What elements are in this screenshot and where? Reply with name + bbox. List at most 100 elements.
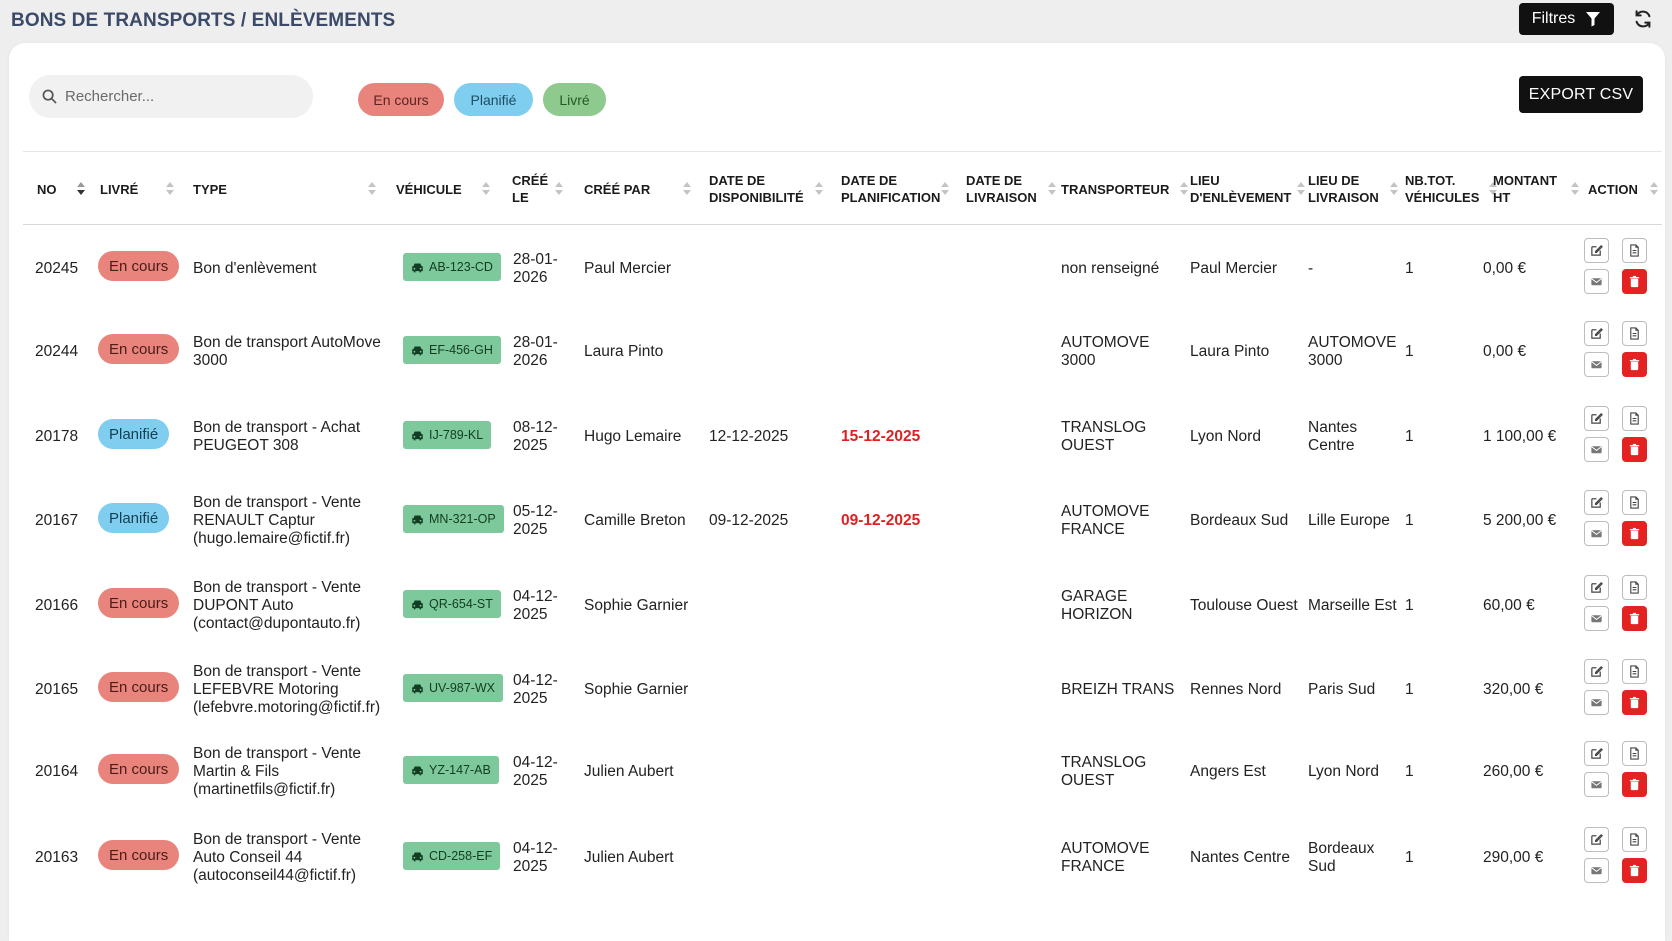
column-header-lieu-livraison[interactable]: LIEU DE LIVRAISON: [1308, 173, 1379, 205]
sort-lieu-livraison-icon[interactable]: [1390, 181, 1398, 197]
vehicle-badge[interactable]: MN-321-OP: [403, 505, 504, 533]
email-button[interactable]: [1584, 352, 1609, 377]
column-header-livre[interactable]: LIVRÉ: [100, 181, 139, 197]
cell-lieu-livraison: Nantes Centre: [1308, 418, 1358, 454]
main-card: En cours Planifié Livré EXPORT CSV NO LI…: [9, 43, 1665, 941]
refresh-icon[interactable]: [1632, 8, 1654, 30]
document-icon: [1630, 412, 1639, 425]
pdf-button[interactable]: [1622, 406, 1647, 431]
column-header-vehicule[interactable]: VÉHICULE: [396, 181, 462, 197]
sort-lieu-enlevement-icon[interactable]: [1297, 181, 1305, 197]
column-header-cree-le[interactable]: CRÉÉ LE: [512, 173, 549, 205]
table-row[interactable]: 20165 En cours Bon de transport - Vente …: [23, 647, 1662, 732]
email-button[interactable]: [1584, 521, 1609, 546]
column-header-transporteur[interactable]: TRANSPORTEUR: [1061, 181, 1170, 197]
edit-button[interactable]: [1584, 238, 1609, 263]
delete-button[interactable]: [1622, 352, 1647, 377]
delete-button[interactable]: [1622, 690, 1647, 715]
email-button[interactable]: [1584, 437, 1609, 462]
vehicle-badge[interactable]: CD-258-EF: [403, 842, 501, 870]
filter-chip-planifie[interactable]: Planifié: [454, 83, 533, 116]
sort-no-icon[interactable]: [77, 181, 85, 197]
column-header-lieu-enlevement[interactable]: LIEU D'ENLÈVEMENT: [1190, 173, 1292, 205]
pdf-button[interactable]: [1622, 238, 1647, 263]
sort-cree-le-icon[interactable]: [555, 181, 563, 197]
vehicle-badge[interactable]: UV-987-WX: [403, 674, 503, 702]
pdf-button[interactable]: [1622, 575, 1647, 600]
car-icon: [412, 262, 423, 272]
delete-button[interactable]: [1622, 606, 1647, 631]
export-csv-button[interactable]: EXPORT CSV: [1519, 76, 1643, 113]
sort-cree-par-icon[interactable]: [683, 181, 691, 197]
vehicle-badge[interactable]: QR-654-ST: [403, 590, 501, 618]
filters-button[interactable]: Filtres: [1519, 3, 1614, 35]
edit-button[interactable]: [1584, 827, 1609, 852]
vehicle-badge[interactable]: YZ-147-AB: [403, 756, 499, 784]
delete-button[interactable]: [1622, 858, 1647, 883]
vehicle-plate: MN-321-OP: [429, 512, 496, 526]
table-row[interactable]: 20164 En cours Bon de transport - Vente …: [23, 729, 1662, 814]
column-header-date-planif[interactable]: DATE DE PLANIFICATION: [841, 173, 941, 205]
email-button[interactable]: [1584, 606, 1609, 631]
sort-action-icon[interactable]: [1650, 181, 1658, 197]
pdf-button[interactable]: [1622, 741, 1647, 766]
vehicle-plate: YZ-147-AB: [429, 763, 491, 777]
sort-type-icon[interactable]: [368, 181, 376, 197]
filter-chip-en-cours[interactable]: En cours: [358, 83, 444, 116]
delete-button[interactable]: [1622, 772, 1647, 797]
email-button[interactable]: [1584, 269, 1609, 294]
column-header-cree-par[interactable]: CRÉÉ PAR: [584, 181, 651, 197]
edit-button[interactable]: [1584, 575, 1609, 600]
sort-vehicule-icon[interactable]: [482, 181, 490, 197]
filter-chip-livre[interactable]: Livré: [543, 83, 606, 116]
cell-lieu-enlevement: Paul Mercier: [1190, 259, 1277, 277]
edit-button[interactable]: [1584, 321, 1609, 346]
search-box[interactable]: [29, 75, 313, 118]
column-header-type[interactable]: TYPE: [193, 181, 227, 197]
delete-button[interactable]: [1622, 437, 1647, 462]
vehicle-badge[interactable]: IJ-789-KL: [403, 421, 492, 449]
sort-livre-icon[interactable]: [166, 181, 174, 197]
edit-button[interactable]: [1584, 741, 1609, 766]
table-row[interactable]: 20166 En cours Bon de transport - Vente …: [23, 563, 1662, 648]
cell-date-dispo: 12-12-2025: [709, 427, 789, 445]
cell-cree-par: Paul Mercier: [584, 259, 671, 277]
search-input[interactable]: [65, 88, 295, 105]
column-header-nb-vehicules[interactable]: NB.TOT. VÉHICULES: [1405, 173, 1480, 205]
sort-nb-vehicules-icon[interactable]: [1489, 181, 1497, 197]
delete-button[interactable]: [1622, 269, 1647, 294]
column-header-date-livraison[interactable]: DATE DE LIVRAISON: [966, 173, 1037, 205]
table-row[interactable]: 20244 En cours Bon de transport AutoMove…: [23, 309, 1662, 394]
pdf-button[interactable]: [1622, 321, 1647, 346]
sort-montant-icon[interactable]: [1571, 181, 1579, 197]
column-header-no[interactable]: NO: [37, 181, 57, 197]
email-button[interactable]: [1584, 690, 1609, 715]
pdf-button[interactable]: [1622, 827, 1647, 852]
cell-date-planif: [841, 563, 951, 648]
sort-date-planif-icon[interactable]: [941, 181, 949, 197]
edit-button[interactable]: [1584, 406, 1609, 431]
sort-transporteur-icon[interactable]: [1180, 181, 1188, 197]
pdf-button[interactable]: [1622, 659, 1647, 684]
document-icon: [1630, 496, 1639, 509]
email-button[interactable]: [1584, 772, 1609, 797]
email-button[interactable]: [1584, 858, 1609, 883]
vehicle-badge[interactable]: EF-456-GH: [403, 336, 501, 364]
table-row[interactable]: 20245 En cours Bon d'enlèvement AB-123-C…: [23, 226, 1662, 311]
table-row[interactable]: 20178 Planifié Bon de transport - Achat …: [23, 394, 1662, 479]
table-row[interactable]: 20167 Planifié Bon de transport - Vente …: [23, 478, 1662, 563]
column-header-montant[interactable]: MONTANT HT: [1493, 173, 1558, 205]
sort-date-dispo-icon[interactable]: [815, 181, 823, 197]
pdf-button[interactable]: [1622, 490, 1647, 515]
column-header-date-dispo[interactable]: DATE DE DISPONIBILITÉ: [709, 173, 804, 205]
cell-montant: 5 200,00 €: [1483, 511, 1557, 529]
sort-date-livraison-icon[interactable]: [1048, 181, 1056, 197]
vehicle-plate: AB-123-CD: [429, 260, 493, 274]
top-bar: BONS DE TRANSPORTS / ENLÈVEMENTS Filtres: [0, 0, 1672, 42]
edit-button[interactable]: [1584, 659, 1609, 684]
delete-button[interactable]: [1622, 521, 1647, 546]
cell-lieu-enlevement: Lyon Nord: [1190, 427, 1261, 445]
vehicle-badge[interactable]: AB-123-CD: [403, 253, 501, 281]
edit-button[interactable]: [1584, 490, 1609, 515]
table-row[interactable]: 20163 En cours Bon de transport - Vente …: [23, 815, 1662, 900]
